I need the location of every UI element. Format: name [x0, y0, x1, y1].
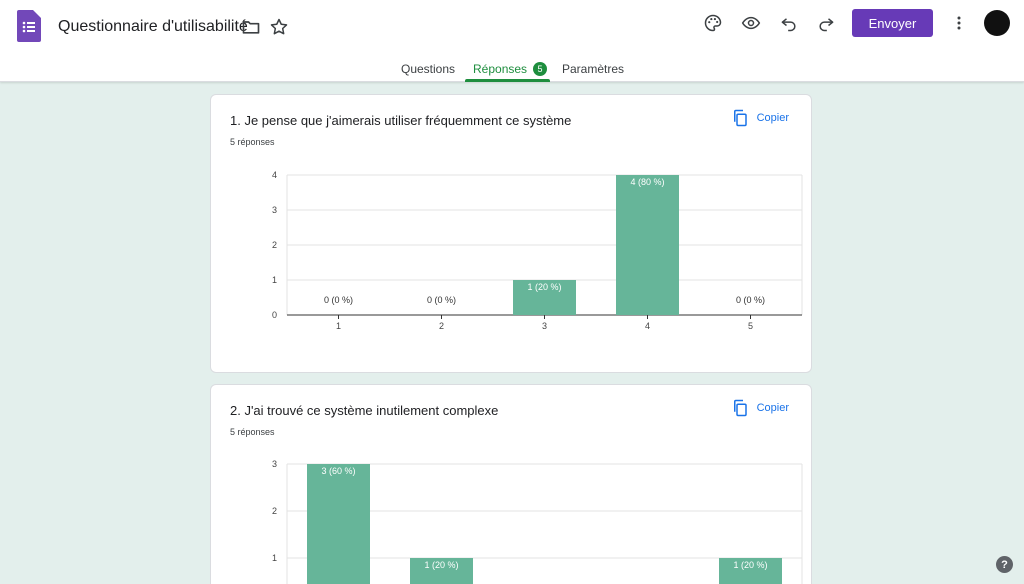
- y-tick-label: 2: [272, 240, 277, 250]
- x-tick-label: 2: [439, 321, 444, 331]
- y-tick-label: 3: [272, 459, 277, 469]
- bar-label-4: 4 (80 %): [630, 177, 664, 187]
- response-count: 5 réponses: [230, 427, 275, 437]
- copy-chart-button[interactable]: Copier: [731, 109, 789, 127]
- folder-icon[interactable]: [239, 15, 263, 39]
- redo-icon[interactable]: [814, 11, 838, 35]
- bar-label-3: 1 (20 %): [527, 282, 561, 292]
- palette-icon[interactable]: [701, 11, 725, 35]
- x-tick-label: 3: [542, 321, 547, 331]
- x-tick-label: 4: [645, 321, 650, 331]
- y-tick-label: 3: [272, 205, 277, 215]
- top-bar: Questionnaire d'utilisabilité Envoyer Qu…: [0, 0, 1024, 82]
- copy-label: Copier: [756, 402, 789, 414]
- tab-responses[interactable]: Réponses 5: [473, 62, 548, 76]
- bar-label-1: 3 (60 %): [321, 466, 355, 476]
- bar-3: [513, 280, 576, 315]
- send-button[interactable]: Envoyer: [852, 9, 933, 37]
- question-card-1: 1. Je pense que j'aimerais utiliser fréq…: [210, 94, 812, 373]
- y-tick-label: 1: [272, 275, 277, 285]
- y-tick-label: 2: [272, 506, 277, 516]
- document-title[interactable]: Questionnaire d'utilisabilité: [58, 18, 248, 35]
- question-title: 1. Je pense que j'aimerais utiliser fréq…: [230, 113, 572, 128]
- y-tick-label: 1: [272, 553, 277, 563]
- bar-label-2: 0 (0 %): [427, 295, 456, 305]
- avatar[interactable]: [984, 10, 1010, 36]
- y-tick-label: 4: [272, 170, 277, 180]
- tab-bar: Questions Réponses 5 Paramètres: [0, 56, 1024, 82]
- star-icon[interactable]: [267, 15, 291, 39]
- copy-chart-button[interactable]: Copier: [731, 399, 789, 417]
- more-vert-icon[interactable]: [947, 11, 971, 35]
- question-title: 2. J'ai trouvé ce système inutilement co…: [230, 403, 499, 418]
- bar-2: [410, 558, 473, 584]
- responses-count-badge: 5: [533, 62, 548, 76]
- bar-1: [307, 464, 370, 584]
- undo-icon[interactable]: [777, 11, 801, 35]
- x-tick-label: 1: [336, 321, 341, 331]
- forms-logo-icon[interactable]: [17, 10, 41, 42]
- x-tick-label: 5: [748, 321, 753, 331]
- tab-questions[interactable]: Questions: [401, 62, 456, 76]
- question-card-2: 2. J'ai trouvé ce système inutilement co…: [210, 384, 812, 584]
- help-button[interactable]: ?: [996, 556, 1013, 573]
- bar-chart-q1: 0 1 2 3 4 0 (0 %) 1 0 (0 %) 2 1 (20 %) 3 4 (80 %) 4 0…: [272, 170, 803, 331]
- bar-chart-q2: 1 2 3 3 (60 %) 1 (20 %) 1 (20 %): [272, 459, 803, 584]
- response-count: 5 réponses: [230, 137, 275, 147]
- bar-4: [616, 175, 679, 315]
- copy-label: Copier: [756, 112, 789, 124]
- bar-label-5: 0 (0 %): [736, 295, 765, 305]
- bar-label-2: 1 (20 %): [424, 560, 458, 570]
- preview-eye-icon[interactable]: [739, 11, 763, 35]
- tab-responses-label: Réponses: [473, 62, 528, 76]
- copy-icon: [733, 109, 747, 127]
- active-tab-indicator: [465, 79, 550, 82]
- copy-icon: [733, 399, 747, 417]
- bar-label-5: 1 (20 %): [733, 560, 767, 570]
- tab-settings[interactable]: Paramètres: [562, 62, 625, 76]
- bar-5: [719, 558, 782, 584]
- y-tick-label: 0: [272, 310, 277, 320]
- bar-label-1: 0 (0 %): [324, 295, 353, 305]
